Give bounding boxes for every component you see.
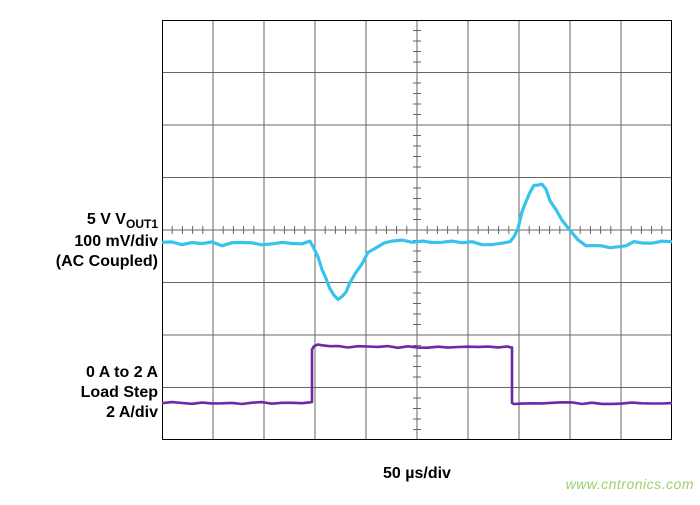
ch1-label: 5 V VOUT1100 mV/div(AC Coupled) (56, 210, 158, 272)
scope-screenshot: { "chart": { "type": "oscilloscope", "pl… (0, 0, 700, 505)
scope-svg (162, 20, 672, 440)
ch2-label: 0 A to 2 ALoad Step2 A/div (81, 363, 158, 423)
watermark: www.cntronics.com (566, 476, 694, 492)
scope-plot (162, 20, 672, 440)
